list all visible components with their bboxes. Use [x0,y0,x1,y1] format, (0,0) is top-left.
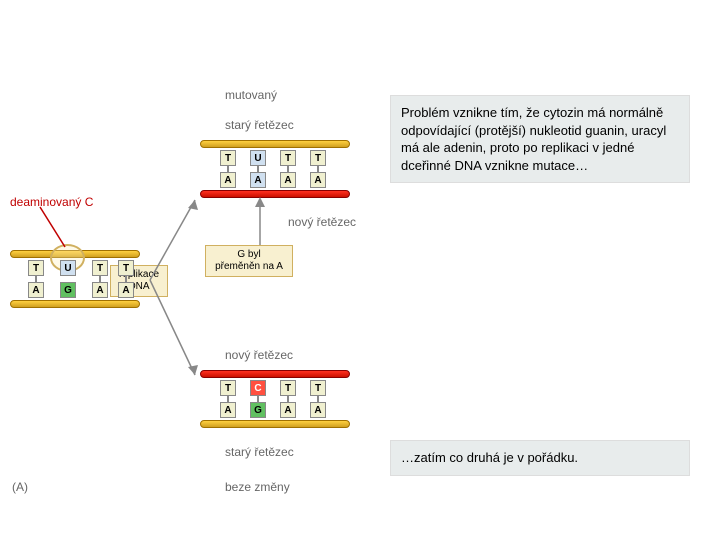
base-G: G [60,282,76,298]
base-G: G [250,402,266,418]
deamin-pointer [35,205,85,255]
callout-arrow [250,195,280,250]
textbox-problem: Problém vznikne tím, že cytozin má normá… [390,95,690,183]
base-A: A [220,172,236,188]
base-T: T [280,150,296,166]
base-T: T [310,380,326,396]
dna-left: T U T T A G A A [10,250,150,310]
gap [287,396,289,402]
gap [227,396,229,402]
dna-bot-right: T C T T A G A A [200,370,360,430]
base-A: A [92,282,108,298]
gap [317,396,319,402]
base-A: A [220,402,236,418]
base-A: A [28,282,44,298]
gap [227,166,229,172]
base-A: A [310,172,326,188]
base-A: A [310,402,326,418]
base-T: T [220,150,236,166]
fork-arrows [140,180,220,400]
gap [287,166,289,172]
rod-bot [200,420,350,428]
gap [35,276,37,282]
base-T: T [92,260,108,276]
label-novy-mid: nový řetězec [288,215,356,229]
gap [125,276,127,282]
dna-top-right: T U T T A A A A [200,140,360,200]
base-T: T [220,380,236,396]
label-stary-bot: starý řetězec [225,445,294,459]
rod-top [200,140,350,148]
gap [99,276,101,282]
base-A: A [280,402,296,418]
callout-g-text: G byl přeměněn na A [215,249,283,272]
label-stary-top: starý řetězec [225,118,294,132]
base-T: T [310,150,326,166]
base-A-mut: A [250,172,266,188]
base-T: T [280,380,296,396]
textbox-zatim: …zatím co druhá je v pořádku. [390,440,690,476]
label-mutovany: mutovaný [225,88,277,102]
base-A: A [280,172,296,188]
base-A: A [118,282,134,298]
base-T: T [28,260,44,276]
rod-bot [10,300,140,308]
base-C: C [250,380,266,396]
base-U: U [250,150,266,166]
label-beze-zmeny: beze změny [225,480,290,494]
rod-top [200,370,350,378]
base-T: T [118,260,134,276]
gap [317,166,319,172]
gap [257,166,259,172]
base-U: U [60,260,76,276]
gap [257,396,259,402]
label-a: (A) [12,480,28,494]
label-novy-bot: nový řetězec [225,348,293,362]
